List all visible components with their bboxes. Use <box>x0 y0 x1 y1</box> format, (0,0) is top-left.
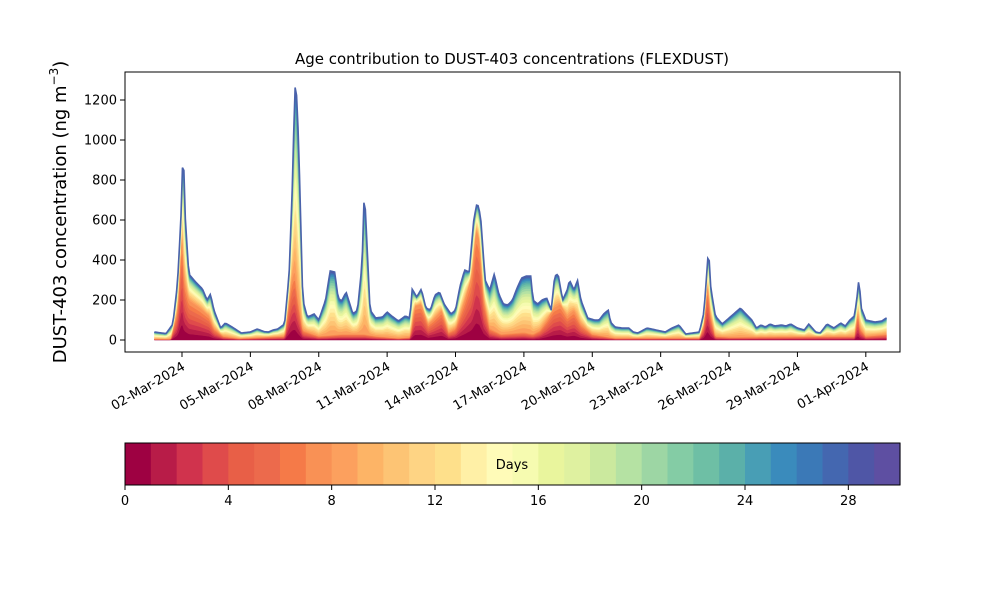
x-tick-label: 05-Mar-2024 <box>177 359 256 413</box>
colorbar-tick-label: 0 <box>121 494 129 509</box>
x-tick-label: 17-Mar-2024 <box>451 359 530 413</box>
x-axis: 02-Mar-202405-Mar-202408-Mar-202411-Mar-… <box>109 352 872 414</box>
stacked-area-layers <box>154 87 887 341</box>
colorbar-swatch <box>615 443 643 485</box>
colorbar-swatch <box>435 443 462 485</box>
x-tick-label: 08-Mar-2024 <box>246 359 325 413</box>
colorbar-swatch <box>176 443 204 485</box>
colorbar-swatch <box>667 443 694 485</box>
colorbar-tick-label: 8 <box>328 494 336 509</box>
colorbar-tick-label: 16 <box>530 494 547 509</box>
colorbar-swatch <box>745 443 772 485</box>
colorbar-swatch <box>796 443 824 485</box>
colorbar-tick-label: 28 <box>840 494 857 509</box>
colorbar-swatch <box>848 443 875 485</box>
colorbar-swatch <box>305 443 333 485</box>
x-tick-label: 14-Mar-2024 <box>382 359 461 413</box>
y-axis-label-sup: −3 <box>47 68 61 86</box>
colorbar-label: Days <box>496 458 529 473</box>
y-tick-label: 800 <box>92 174 117 189</box>
x-tick-label: 20-Mar-2024 <box>519 359 598 413</box>
colorbar-swatch <box>770 443 798 485</box>
colorbar-swatch <box>383 443 410 485</box>
y-axis-label: DUST-403 concentration (ng m−3) <box>47 61 71 364</box>
colorbar-swatch <box>460 443 488 485</box>
age-layer-day-12 <box>154 218 887 339</box>
colorbar-frame <box>124 442 901 486</box>
colorbar-tick-label: 20 <box>633 494 650 509</box>
colorbar-tick-label: 4 <box>224 494 232 509</box>
x-tick-label: 11-Mar-2024 <box>314 359 393 413</box>
y-tick-label: 600 <box>92 214 117 229</box>
y-axis-label-main: DUST-403 concentration (ng m <box>50 85 71 363</box>
x-tick-label: 29-Mar-2024 <box>724 359 803 413</box>
colorbar-swatch <box>874 443 901 485</box>
x-tick-label: 23-Mar-2024 <box>588 359 667 413</box>
colorbar-swatch <box>590 443 617 485</box>
y-tick-label: 400 <box>92 254 117 269</box>
chart-title: Age contribution to DUST-403 concentrati… <box>295 50 729 68</box>
y-tick-label: 200 <box>92 294 117 309</box>
colorbar-swatch <box>719 443 746 485</box>
plot-frame <box>124 71 901 353</box>
x-tick-label: 01-Apr-2024 <box>795 359 872 412</box>
colorbar-swatch <box>822 443 849 485</box>
y-axis-label-close: ) <box>50 61 71 68</box>
colorbar-swatch <box>331 443 359 485</box>
colorbar: 0 4 8 12 16 20 24 28 <box>121 442 901 509</box>
colorbar-swatch <box>564 443 591 485</box>
colorbar-swatch <box>280 443 307 485</box>
colorbar-swatch <box>693 443 720 485</box>
total-concentration-line <box>154 87 887 335</box>
y-axis: 0 200 400 600 800 1000 1200 <box>84 94 125 349</box>
colorbar-tick-label: 24 <box>737 494 754 509</box>
colorbar-swatch <box>641 443 669 485</box>
colorbar-swatch <box>202 443 229 485</box>
x-tick-label: 26-Mar-2024 <box>656 359 735 413</box>
y-tick-label: 1000 <box>84 134 117 149</box>
colorbar-swatch <box>254 443 281 485</box>
colorbar-swatch <box>357 443 384 485</box>
y-tick-label: 1200 <box>84 94 117 109</box>
colorbar-swatch <box>486 443 514 485</box>
colorbar-swatch <box>538 443 565 485</box>
colorbar-swatch <box>150 443 178 485</box>
colorbar-swatch <box>409 443 436 485</box>
y-tick-label: 0 <box>109 334 117 349</box>
colorbar-swatch <box>228 443 255 485</box>
x-tick-label: 02-Mar-2024 <box>109 359 188 413</box>
colorbar-swatch <box>125 443 152 485</box>
colorbar-tick-label: 12 <box>427 494 444 509</box>
colorbar-swatch <box>512 443 539 485</box>
